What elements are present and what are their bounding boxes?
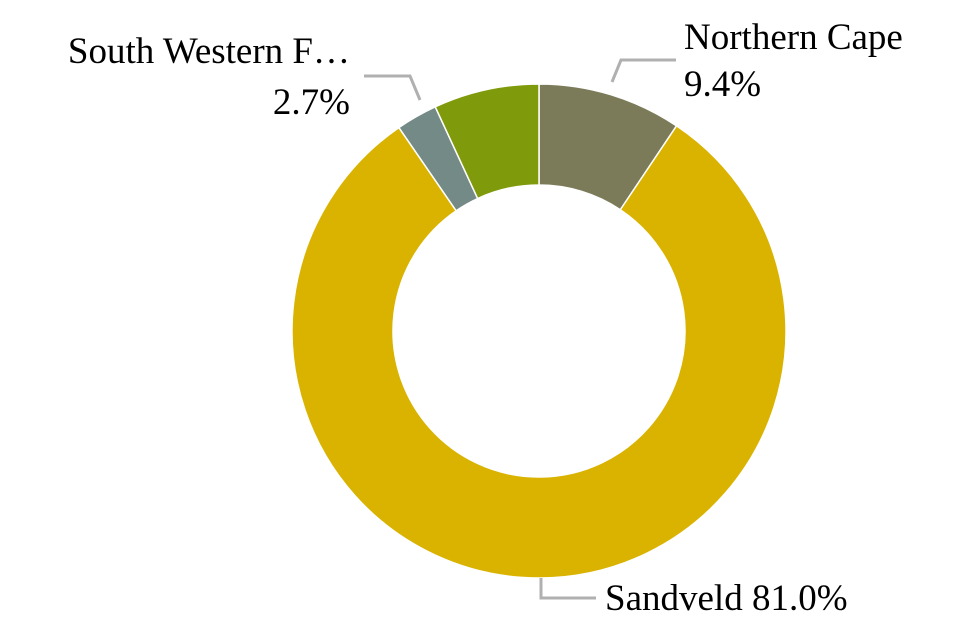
leader-line [539, 578, 596, 600]
slice-label: Sandveld 81.0% [605, 578, 848, 619]
donut [291, 83, 787, 579]
leader-line [364, 74, 422, 101]
slice [434, 83, 540, 200]
leader-line [610, 58, 676, 83]
category: Sandveld [605, 578, 743, 619]
slice [291, 124, 787, 579]
value-label: 81.0% [752, 578, 848, 619]
slice-label: Northern Cape [684, 17, 903, 58]
value-label: 9.4% [684, 64, 761, 105]
value-label: 2.7% [273, 82, 350, 123]
slice-label: South Western F… [68, 31, 350, 72]
